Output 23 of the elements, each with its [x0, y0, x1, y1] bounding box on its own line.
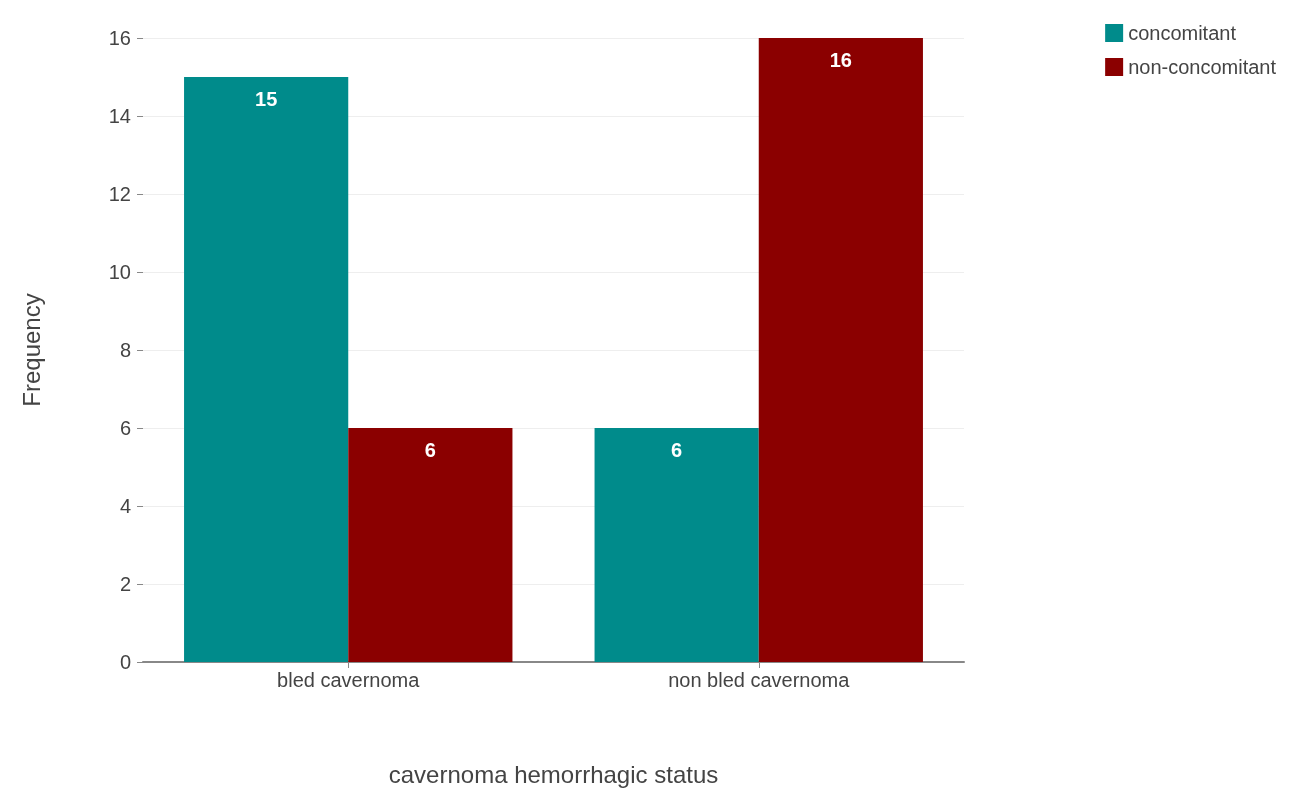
- y-tick-label: 10: [108, 261, 131, 283]
- legend-label: non-concomitant: [1128, 56, 1277, 78]
- y-tick-label: 12: [108, 183, 131, 205]
- y-tick-label: 14: [108, 105, 131, 127]
- y-tick-label: 8: [119, 339, 131, 361]
- data-label: 15: [255, 88, 278, 110]
- bar: [184, 77, 349, 662]
- data-label: 6: [424, 439, 436, 461]
- x-axis-title: cavernoma hemorrhagic status: [388, 760, 719, 788]
- bar: [758, 38, 923, 662]
- y-tick-label: 0: [119, 651, 131, 673]
- y-tick-label: 2: [119, 573, 131, 595]
- data-label: 16: [829, 49, 852, 71]
- bar: [348, 428, 513, 662]
- data-label: 6: [671, 439, 683, 461]
- y-tick-label: 4: [119, 495, 131, 517]
- x-tick-label: bled cavernoma: [277, 669, 421, 691]
- bar: [594, 428, 759, 662]
- y-tick-label: 16: [108, 27, 131, 49]
- legend-label: concomitant: [1128, 22, 1237, 44]
- x-tick-label: non bled cavernoma: [668, 669, 851, 691]
- y-axis-title: Frequency: [17, 293, 45, 407]
- y-tick-label: 6: [119, 417, 131, 439]
